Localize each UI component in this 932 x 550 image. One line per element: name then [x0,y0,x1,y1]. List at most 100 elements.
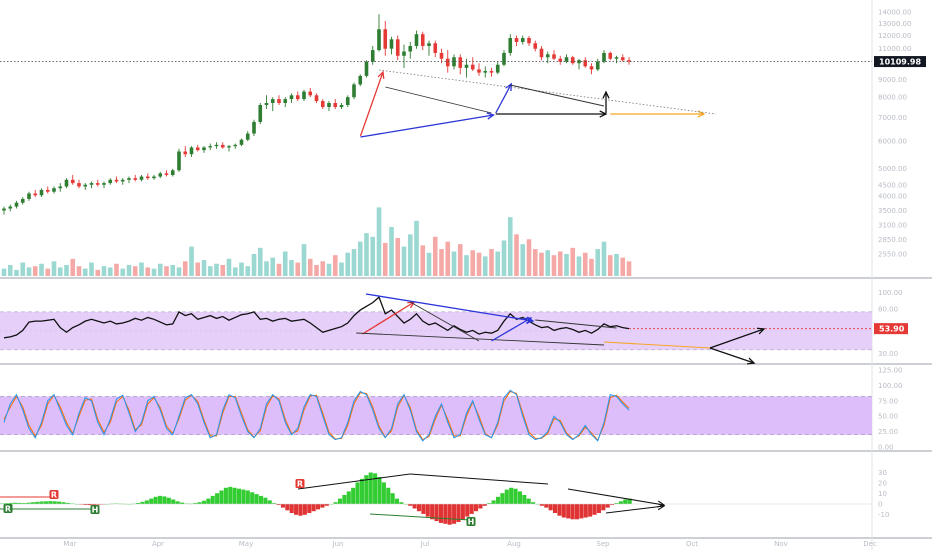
candle-body [177,151,181,171]
candle-body [270,99,275,104]
candle-body [95,183,100,185]
badge-bg [295,479,305,488]
macd-bar [57,501,62,504]
macd-bar [399,502,404,504]
candle-body [483,71,488,73]
candle [77,179,81,189]
candle-body [202,147,206,151]
volume-bar [532,249,538,276]
macd-bar [215,493,220,504]
candle-body [77,183,81,187]
volume-bar [520,244,526,276]
volume-bar [182,261,188,276]
volume-bar [326,263,332,276]
candle-body [395,39,400,56]
month-label: Jun [332,540,344,548]
candle-body [527,38,531,44]
divergence-badge: H [466,517,476,527]
macd-bar [166,497,171,504]
candle [333,99,338,110]
month-label: Aug [507,540,521,548]
price-tick-label: 4500.00 [878,181,907,189]
candle [8,204,13,212]
candle [177,148,181,172]
volume-bar [345,252,351,276]
macd-top-line [297,473,411,490]
black-up-arrow-head [602,90,610,99]
candle [583,57,588,68]
price-tick-label: 8000.00 [878,94,907,102]
candle [395,35,400,61]
volume-bar [1,268,7,276]
macd-bar [368,472,373,504]
macd-bar [316,504,321,510]
orange-arrow [610,110,706,118]
macd-bar [386,487,391,504]
macd-bar [526,498,531,504]
candle-body [470,64,475,70]
candle-body [414,34,419,46]
volume-bar [282,251,288,276]
candle-body [308,91,313,96]
macd-bar [395,498,400,504]
price-tick-label: 3500.00 [878,207,907,215]
macd-bar [289,504,294,513]
candle-body [252,121,256,134]
candle-body [377,29,381,51]
candle-body [333,103,338,108]
candle [283,97,288,108]
candle [208,143,213,151]
rsi-line-seg [410,301,480,342]
macd-bar [618,501,623,504]
macd-arrow-lower-head [657,503,666,511]
candle [577,58,581,70]
macd-bar [381,482,386,504]
macd-bar [8,502,13,504]
volume-bar [232,267,238,276]
volume-bar [257,247,263,276]
badge-label: H [468,518,475,527]
macd-bar [61,502,66,504]
candle-body [139,176,144,180]
volume-bar [451,251,457,276]
candle-body [402,51,406,56]
candle [539,45,544,61]
badge-label: H [92,506,99,515]
candle-body [352,84,356,98]
last-price-label-bg [874,56,926,68]
candle [70,174,75,185]
red-arrow-head [377,70,385,80]
candle [389,36,394,55]
volume-bar [507,217,513,276]
volume-bar [432,236,438,276]
macd-bar [149,498,154,504]
candle [445,50,450,73]
macd-bar [531,502,536,504]
volume-bar [189,246,194,276]
candle [564,54,569,64]
macd-bar [298,504,303,516]
macd-bar [430,504,435,520]
candle-body [614,57,619,59]
candle-body [552,54,556,59]
candle-body [420,34,425,46]
stoch-tick-label: 0.00 [878,444,894,452]
volume-bar [126,264,132,276]
volume-bar [207,266,213,276]
candle [408,41,413,59]
candle [170,168,175,177]
volume-bar [370,236,376,276]
volume-bar [201,260,207,276]
month-label: Dec [863,540,877,548]
macd-bar [390,493,395,504]
macd-bar [566,504,571,519]
candle-body [183,151,188,155]
candle [214,142,219,149]
stoch-tick-label: 50.00 [878,413,898,421]
candle-body [427,43,431,46]
candle-body [545,54,550,58]
macd-bar [307,504,312,513]
month-label: Apr [152,540,164,548]
macd-bar [570,504,575,520]
